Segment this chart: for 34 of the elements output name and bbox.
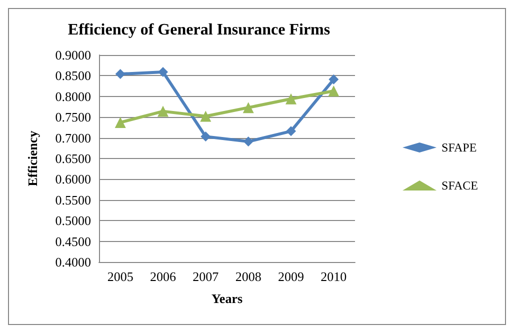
y-tick-label: 0.9000: [55, 48, 91, 62]
x-tick-label: 2008: [235, 269, 262, 284]
point: [286, 126, 296, 136]
point: [286, 93, 296, 104]
y-tick-label: 0.7500: [55, 110, 91, 125]
point: [158, 66, 168, 77]
y-tick-label: 0.4500: [55, 234, 91, 249]
point: [200, 132, 211, 142]
y-axis-title: Efficiency: [25, 130, 40, 186]
y-tick-label: 0.5500: [55, 192, 91, 208]
point: [242, 102, 254, 114]
y-tick-label: 0.6500: [55, 151, 91, 166]
x-tick-label: 2007: [192, 269, 220, 284]
x-axis-title: Years: [211, 291, 243, 306]
y-tick-label: 0.8000: [55, 88, 91, 104]
y-tick-label: 0.8500: [55, 68, 91, 84]
x-tick-label: 2010: [320, 269, 347, 284]
y-tick-label: 0.6000: [55, 172, 91, 187]
y-tick-label: 0.7000: [55, 130, 91, 146]
point: [328, 74, 339, 84]
point: [115, 69, 126, 80]
x-tick-label: 2009: [278, 269, 304, 284]
chart-title: Efficiency of General Insurance Firms: [68, 22, 330, 38]
y-tick-label: 0.4000: [55, 254, 91, 270]
point: [200, 110, 212, 122]
y-tick-label: 0.5000: [55, 213, 91, 228]
point: [243, 136, 254, 147]
legend-label: SFAPE: [442, 140, 477, 154]
point: [328, 86, 340, 97]
point: [158, 106, 168, 117]
x-tick-label: 2005: [107, 269, 134, 284]
point: [114, 116, 126, 128]
x-tick-label: 2006: [150, 269, 176, 284]
legend-label: SFACE: [442, 178, 478, 192]
